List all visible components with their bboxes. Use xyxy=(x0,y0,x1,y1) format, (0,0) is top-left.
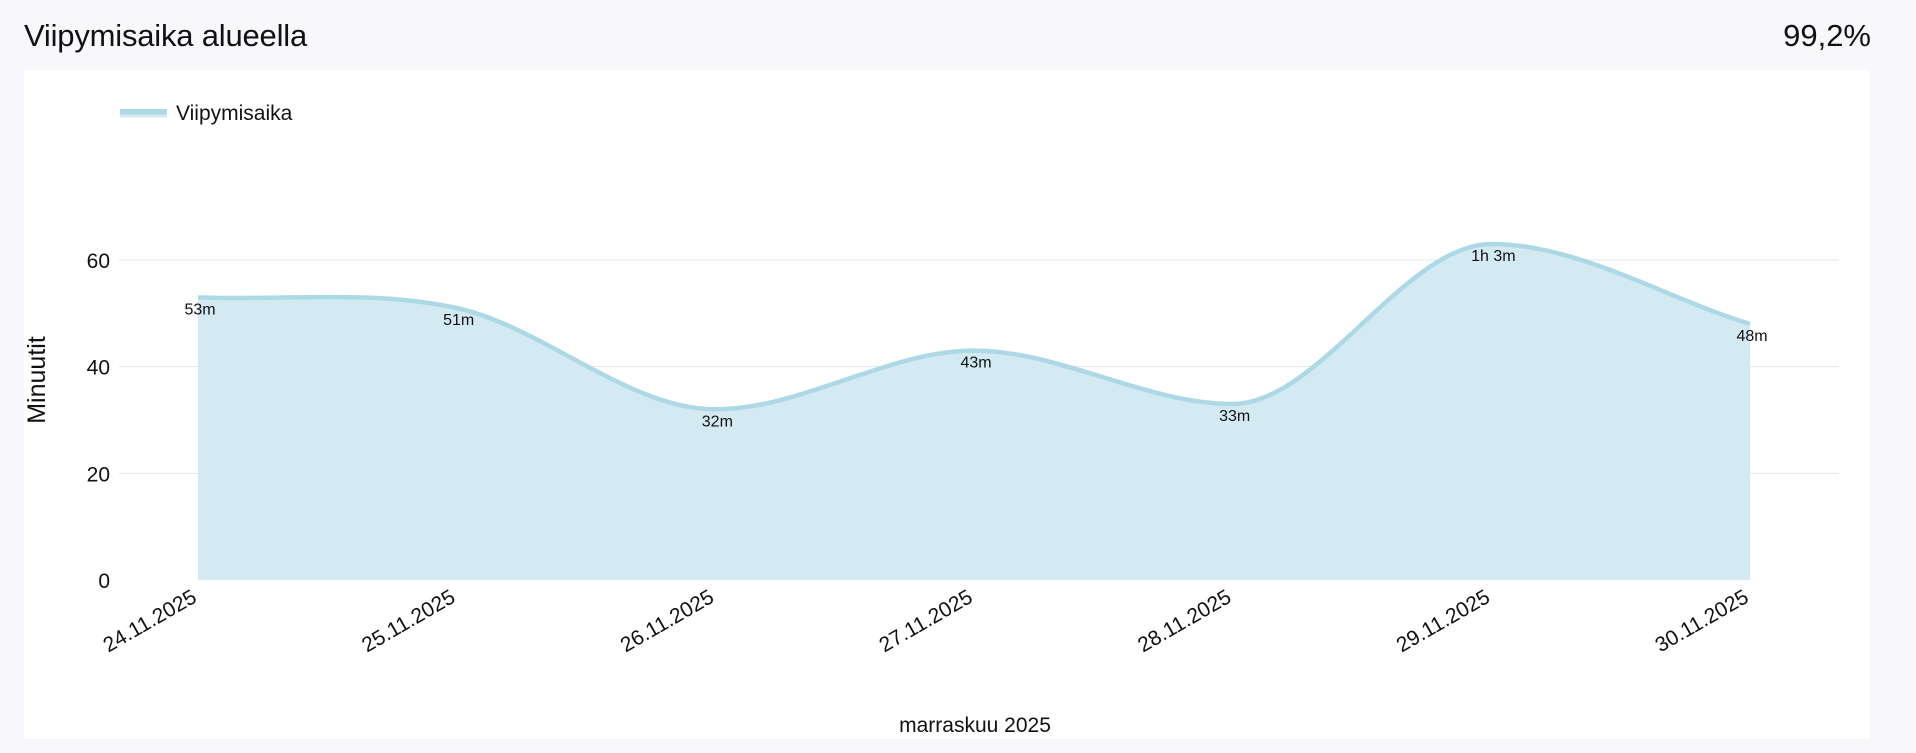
x-tick-label: 28.11.2025 xyxy=(1134,585,1235,657)
area-fill xyxy=(198,244,1750,580)
x-tick-label: 30.11.2025 xyxy=(1651,585,1752,657)
legend[interactable]: Viipymisaika xyxy=(120,102,293,125)
data-label: 1h 3m xyxy=(1471,248,1515,265)
chart-header: Viipymisaika alueella 99,2% xyxy=(24,14,1871,58)
data-label: 51m xyxy=(443,312,474,329)
y-tick-label: 0 xyxy=(98,570,110,593)
area-series xyxy=(197,241,1751,580)
x-axis: 24.11.2025 25.11.2025 26.11.2025 27.11.2025… xyxy=(99,585,1752,657)
x-tick-label: 29.11.2025 xyxy=(1393,585,1494,657)
data-label: 53m xyxy=(184,301,215,318)
data-labels: 53m 51m 32m 43m 33m 1h 3m 48m xyxy=(184,248,1767,430)
coverage-percentage: 99,2% xyxy=(1783,18,1871,53)
y-axis: 0 20 40 60 xyxy=(87,250,110,593)
y-tick-label: 20 xyxy=(87,463,110,486)
y-tick-label: 40 xyxy=(87,357,110,380)
chart-title: Viipymisaika alueella xyxy=(24,18,307,53)
x-tick-label: 27.11.2025 xyxy=(875,585,976,657)
data-label: 48m xyxy=(1736,328,1767,345)
series-line[interactable] xyxy=(197,241,1751,412)
data-label: 32m xyxy=(702,413,733,430)
x-tick-label: 24.11.2025 xyxy=(99,585,200,657)
area-chart: 53m 51m 32m 43m 33m 1h 3m 48m 0 20 40 60 24.11.20… xyxy=(24,102,1839,737)
chart-card: 53m 51m 32m 43m 33m 1h 3m 48m 0 20 40 60 24.11.20… xyxy=(24,70,1870,739)
y-tick-label: 60 xyxy=(87,250,110,273)
data-label: 33m xyxy=(1219,408,1250,425)
x-axis-title: marraskuu 2025 xyxy=(899,714,1051,737)
data-label: 43m xyxy=(960,355,991,372)
y-axis-title: Minuutit xyxy=(24,336,51,424)
x-tick-label: 25.11.2025 xyxy=(358,585,459,657)
x-tick-label: 26.11.2025 xyxy=(617,585,718,657)
legend-label: Viipymisaika xyxy=(176,102,293,125)
